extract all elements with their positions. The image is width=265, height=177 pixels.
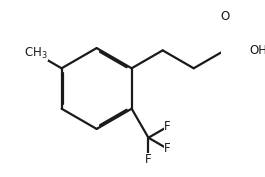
Text: F: F (145, 153, 152, 166)
Text: O: O (220, 10, 229, 23)
Text: F: F (164, 120, 171, 133)
Text: F: F (164, 142, 171, 155)
Text: CH$_3$: CH$_3$ (24, 46, 47, 61)
Text: OH: OH (249, 44, 265, 57)
